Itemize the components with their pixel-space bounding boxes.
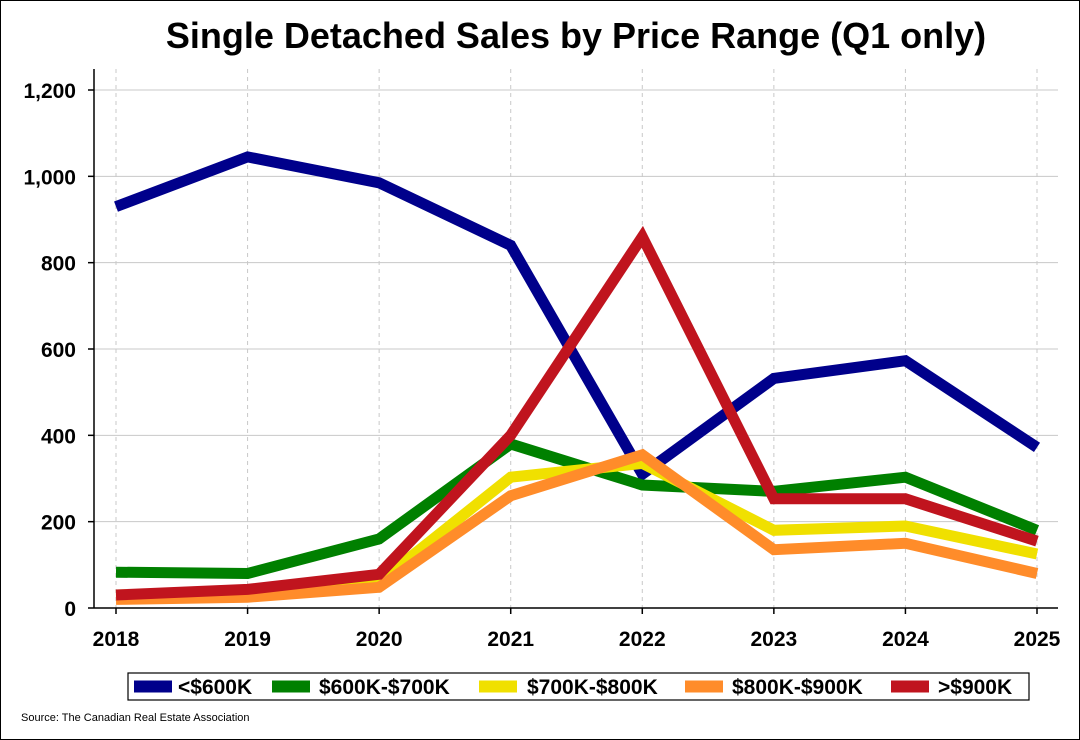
x-tick-label: 2021 xyxy=(487,628,534,651)
x-tick-label: 2018 xyxy=(93,628,140,651)
series-line xyxy=(115,437,1040,580)
series-line xyxy=(115,225,1039,601)
series-lines xyxy=(114,151,1041,605)
axes: 0 200 400 600 800 1,000 1,200 2018 2019 2020 2021 2… xyxy=(23,69,1061,651)
legend-label: $700K-$800K xyxy=(527,676,658,699)
chart-title: Single Detached Sales by Price Range (Q1… xyxy=(165,15,987,56)
legend-label: $800K-$900K xyxy=(732,676,863,699)
x-tick-label: 2020 xyxy=(356,628,403,651)
x-tick-label: 2023 xyxy=(750,628,797,651)
legend: <$600K $600K-$700K $700K-$800K $800K-$900K >… xyxy=(127,672,1030,701)
y-tick-label: 1,200 xyxy=(23,80,76,103)
y-tick-label: 0 xyxy=(64,598,76,621)
x-tick-label: 2019 xyxy=(224,628,271,651)
legend-label: <$600K xyxy=(178,676,252,699)
y-tick-label: 400 xyxy=(41,425,76,448)
x-tick-label: 2024 xyxy=(882,628,929,651)
x-tick-label: 2022 xyxy=(619,628,666,651)
series-line xyxy=(114,151,1041,483)
y-tick-label: 1,000 xyxy=(23,166,76,189)
source-note: Source: The Canadian Real Estate Associa… xyxy=(21,712,250,724)
x-tick-label: 2025 xyxy=(1014,628,1061,651)
y-tick-label: 800 xyxy=(41,253,76,276)
legend-label: $600K-$700K xyxy=(319,676,450,699)
y-tick-label: 600 xyxy=(41,339,76,362)
series-line xyxy=(115,448,1039,605)
legend-label: >$900K xyxy=(938,676,1012,699)
y-tick-label: 200 xyxy=(41,512,76,535)
